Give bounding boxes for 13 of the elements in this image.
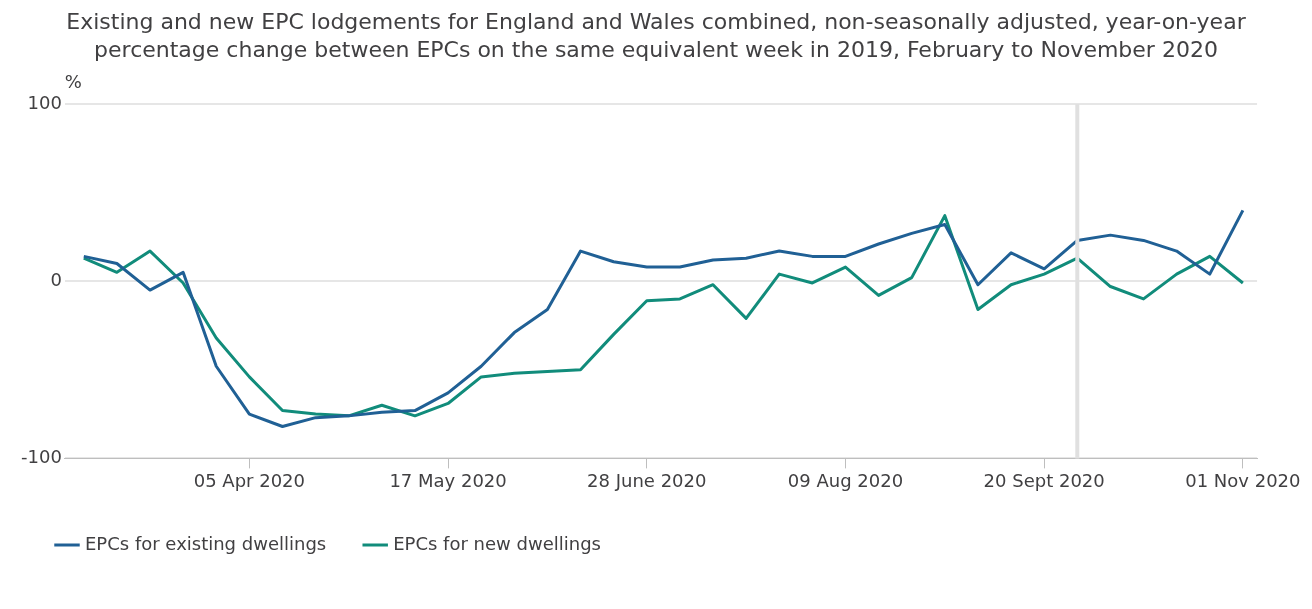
y-tick-label: 0	[50, 268, 62, 290]
x-tick-label: 09 Aug 2020	[787, 469, 904, 491]
y-axis-title: %	[64, 70, 82, 92]
y-tick-label: -100	[20, 446, 62, 468]
x-tick-label: 20 Sept 2020	[983, 469, 1105, 491]
y-tick-label: 100	[27, 91, 62, 113]
legend-label: EPCs for new dwellings	[393, 532, 601, 554]
x-tick-label: 28 June 2020	[587, 469, 707, 491]
x-tick-label: 17 May 2020	[389, 469, 507, 491]
x-tick-label: 01 Nov 2020	[1185, 469, 1301, 491]
chart-title: Existing and new EPC lodgements for England and Wales combined, non-seasonally adjusted, year-on-year percentage change between EPCs on the same equivalent week in 2019, February to November 2020	[65, 8, 1247, 64]
x-tick-label: 05 Apr 2020	[193, 469, 306, 491]
legend-label: EPCs for existing dwellings	[85, 532, 327, 554]
